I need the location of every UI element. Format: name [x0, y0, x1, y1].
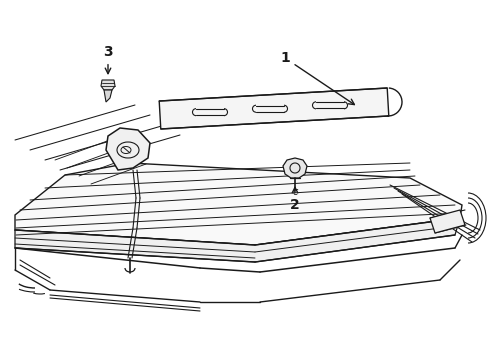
- Polygon shape: [15, 218, 459, 262]
- Polygon shape: [429, 210, 464, 233]
- Polygon shape: [15, 163, 461, 245]
- Polygon shape: [283, 158, 306, 178]
- Polygon shape: [104, 90, 112, 102]
- Polygon shape: [159, 88, 388, 129]
- Text: 1: 1: [280, 51, 354, 105]
- Text: 3: 3: [103, 45, 113, 74]
- Text: c: c: [292, 187, 297, 197]
- Polygon shape: [106, 128, 150, 170]
- Text: 2: 2: [289, 187, 299, 212]
- Polygon shape: [101, 80, 115, 90]
